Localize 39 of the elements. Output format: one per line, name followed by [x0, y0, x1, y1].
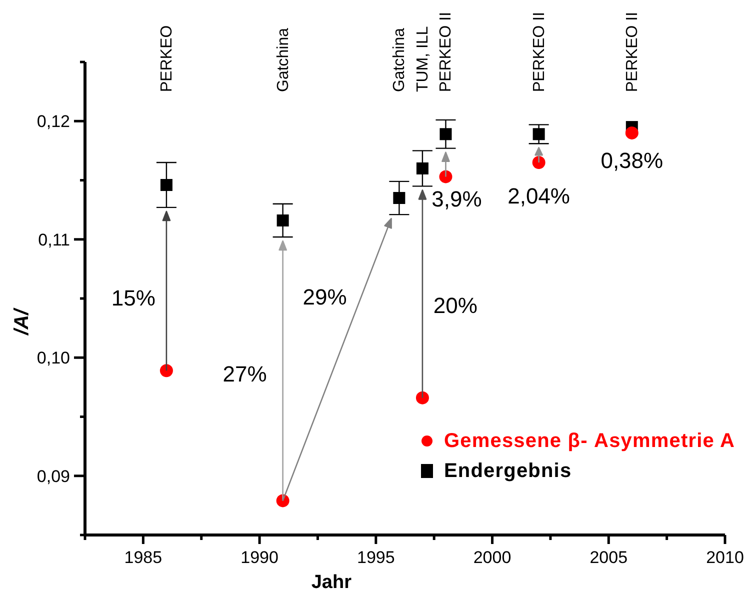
y-tick-label: 0,12 — [36, 112, 70, 131]
annotation: PERKEO — [158, 25, 175, 92]
annotation: 2,04% — [508, 183, 570, 208]
y-tick-label: 0,11 — [38, 230, 70, 249]
x-tick-label: 2005 — [590, 548, 628, 566]
x-tick-label: 1990 — [240, 548, 278, 566]
legend-label: Gemessene β- Asymmetrie A — [444, 429, 735, 453]
annotation: PERKEO II — [437, 12, 454, 92]
annotation: TUM, ILL — [414, 26, 431, 92]
x-tick-label: 2000 — [473, 548, 512, 566]
point — [160, 178, 172, 191]
point — [160, 364, 173, 378]
annotation: PERKEO II — [530, 12, 548, 92]
annotation: PERKEO II — [623, 12, 640, 92]
annotation: 15% — [111, 285, 156, 310]
legend-label: Endergebnis — [444, 459, 572, 483]
annotation: 0,38% — [600, 147, 664, 172]
annotation: 3,9% — [432, 186, 482, 212]
annotation: 27% — [222, 361, 267, 386]
y-tick-label: 0,10 — [36, 348, 70, 368]
point — [416, 162, 428, 174]
annotation: Gatchina — [390, 28, 408, 92]
x-axis-title: Jahr — [311, 572, 352, 592]
annotation: 20% — [433, 292, 478, 318]
point — [416, 391, 429, 404]
x-tick-label: 2010 — [706, 548, 744, 566]
x-tick-label: 1985 — [124, 548, 162, 566]
point — [440, 128, 452, 140]
y-tick-label: 0,09 — [36, 466, 70, 486]
point — [625, 126, 638, 140]
point — [393, 192, 406, 204]
x-tick-label: 1995 — [356, 548, 395, 566]
annotation: Gatchina — [274, 28, 292, 92]
point — [532, 156, 546, 170]
point — [439, 170, 452, 184]
point — [532, 128, 545, 140]
annotation: 29% — [302, 284, 347, 310]
y-axis-title: /A/ — [11, 306, 33, 336]
point — [276, 214, 289, 226]
